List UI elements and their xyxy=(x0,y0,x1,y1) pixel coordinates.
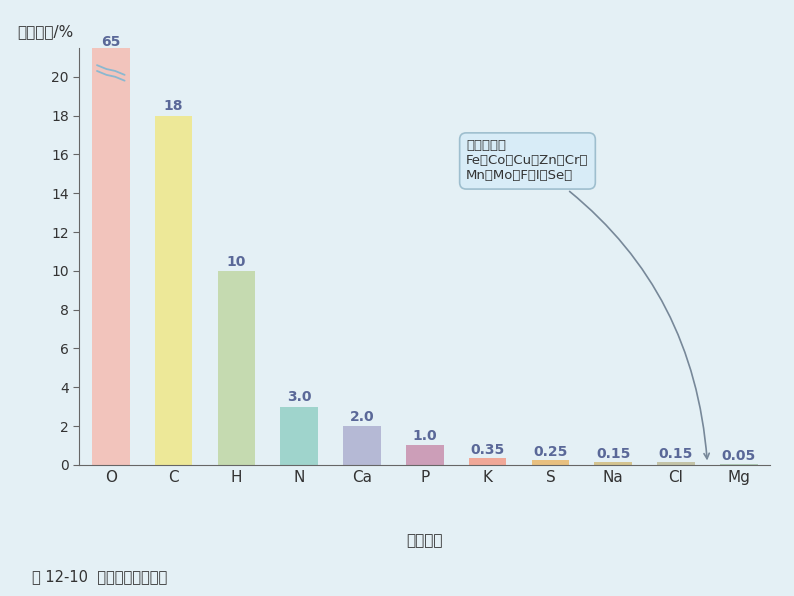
Bar xyxy=(531,460,569,465)
Bar xyxy=(406,445,444,465)
Text: 常量元素: 常量元素 xyxy=(407,533,443,548)
Text: 0.05: 0.05 xyxy=(722,449,756,463)
Text: 18: 18 xyxy=(164,100,183,113)
Bar xyxy=(720,464,757,465)
Text: 0.15: 0.15 xyxy=(596,447,630,461)
Bar xyxy=(92,0,129,465)
Bar xyxy=(218,271,255,465)
Text: 质量分数/%: 质量分数/% xyxy=(17,24,74,39)
Text: 0.25: 0.25 xyxy=(534,445,568,459)
Text: 3.0: 3.0 xyxy=(287,390,311,404)
Bar xyxy=(657,462,695,465)
Bar xyxy=(595,462,632,465)
Text: 10: 10 xyxy=(227,254,246,269)
Text: 2.0: 2.0 xyxy=(349,409,374,424)
Text: 65: 65 xyxy=(101,35,121,49)
Bar xyxy=(468,458,507,465)
Text: 图 12-10  人体中元素的含量: 图 12-10 人体中元素的含量 xyxy=(32,569,167,584)
Bar xyxy=(280,406,318,465)
Text: 0.15: 0.15 xyxy=(659,447,693,461)
Text: 1.0: 1.0 xyxy=(412,429,437,443)
Text: 0.35: 0.35 xyxy=(471,443,505,457)
Bar xyxy=(343,426,381,465)
Text: 微量元素：
Fe、Co、Cu、Zn、Cr、
Mn、Mo、F、I、Se等: 微量元素： Fe、Co、Cu、Zn、Cr、 Mn、Mo、F、I、Se等 xyxy=(466,139,709,459)
Bar xyxy=(155,116,192,465)
